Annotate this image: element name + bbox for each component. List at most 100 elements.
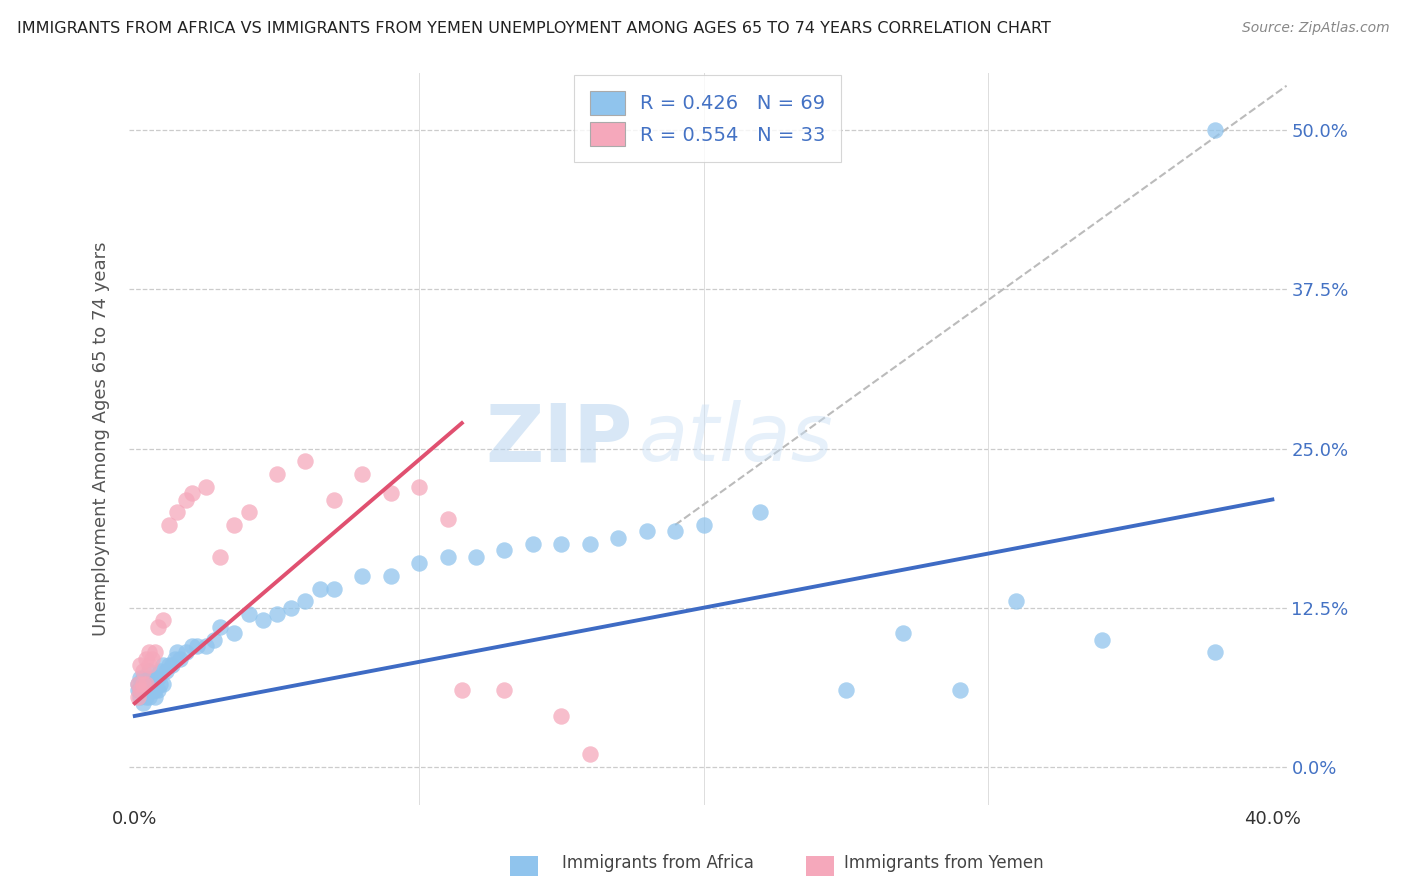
Point [436,549,458,564]
Point [550,709,572,723]
Point [163,651,186,665]
Point [146,683,169,698]
Point [143,690,166,704]
Point [749,505,772,519]
Point [380,569,402,583]
Point [129,690,152,704]
Point [294,594,316,608]
Legend: R = 0.426   N = 69, R = 0.554   N = 33: R = 0.426 N = 69, R = 0.554 N = 33 [574,76,841,161]
Point [636,524,658,539]
Point [692,518,714,533]
Point [180,486,202,500]
Point [127,677,149,691]
Point [408,480,430,494]
Point [209,620,232,634]
Point [129,658,152,673]
Point [138,645,160,659]
Point [152,677,174,691]
Point [1005,594,1028,608]
Point [138,671,160,685]
Point [550,537,572,551]
Point [160,658,183,673]
Point [494,543,516,558]
Point [132,683,155,698]
Point [494,683,516,698]
Point [380,486,402,500]
Point [127,690,149,704]
Point [129,683,152,698]
Point [157,658,180,673]
Point [194,639,217,653]
Point [238,505,260,519]
Point [408,556,430,570]
Point [174,645,197,659]
Point [135,677,157,691]
Point [266,607,288,621]
Point [450,683,472,698]
Point [138,690,160,704]
Point [149,665,172,679]
Point [138,665,160,679]
Point [186,639,208,653]
Point [436,511,458,525]
Point [308,582,330,596]
Text: ZIP: ZIP [485,400,633,478]
Point [1204,645,1226,659]
Point [169,651,191,665]
Point [135,651,157,665]
Point [322,492,344,507]
Point [948,683,970,698]
Point [141,651,163,665]
Point [166,645,188,659]
Point [322,582,344,596]
Text: Immigrants from Africa: Immigrants from Africa [562,855,754,872]
Point [143,683,166,698]
Point [155,665,177,679]
Point [135,677,157,691]
Point [522,537,544,551]
Point [202,632,225,647]
Text: atlas: atlas [638,400,834,478]
Point [135,683,157,698]
Point [152,614,174,628]
Point [664,524,686,539]
Point [294,454,316,468]
Point [1204,123,1226,137]
Point [891,626,914,640]
Point [238,607,260,621]
Point [224,626,246,640]
Point [194,480,217,494]
Point [141,683,163,698]
Point [280,600,302,615]
Point [129,683,152,698]
Point [143,645,166,659]
Point [146,671,169,685]
Point [138,677,160,691]
Point [578,537,600,551]
Text: Immigrants from Yemen: Immigrants from Yemen [844,855,1043,872]
Point [132,677,155,691]
Point [835,683,858,698]
Point [465,549,488,564]
Point [152,658,174,673]
Point [266,467,288,481]
Point [174,492,197,507]
Text: IMMIGRANTS FROM AFRICA VS IMMIGRANTS FROM YEMEN UNEMPLOYMENT AMONG AGES 65 TO 74: IMMIGRANTS FROM AFRICA VS IMMIGRANTS FRO… [17,21,1050,36]
Point [132,696,155,710]
Point [352,569,374,583]
Point [146,620,169,634]
Point [166,505,188,519]
Point [141,671,163,685]
Point [180,639,202,653]
Point [141,677,163,691]
Y-axis label: Unemployment Among Ages 65 to 74 years: Unemployment Among Ages 65 to 74 years [93,242,110,636]
Point [132,665,155,679]
Point [209,549,232,564]
Point [127,683,149,698]
Point [224,518,246,533]
Point [127,677,149,691]
Text: Source: ZipAtlas.com: Source: ZipAtlas.com [1241,21,1389,35]
Point [607,531,630,545]
Point [578,747,600,761]
Point [149,677,172,691]
